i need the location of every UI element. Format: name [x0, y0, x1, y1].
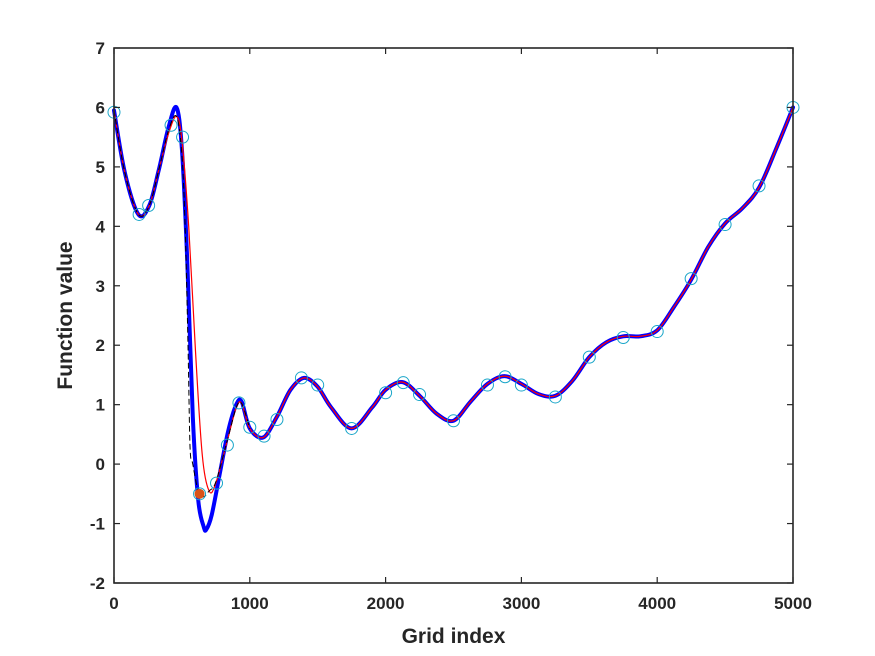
plot-area	[107, 100, 800, 533]
data-point-marker	[176, 130, 190, 144]
data-point-marker	[379, 386, 393, 400]
y-tick-label: 4	[96, 217, 106, 236]
data-point-marker	[142, 199, 156, 213]
y-tick-label: -1	[90, 515, 105, 534]
y-tick-label: -2	[90, 574, 105, 593]
y-axis-label: Function value	[54, 241, 77, 389]
data-point-marker	[447, 414, 460, 428]
dashed-black-series-line	[113, 109, 251, 498]
data-point-marker	[650, 325, 664, 339]
data-point-marker	[220, 438, 234, 452]
data-point-marker	[718, 218, 732, 232]
data-point-marker	[270, 413, 284, 427]
data-point-marker	[257, 429, 271, 443]
x-tick-label: 3000	[502, 594, 540, 613]
x-axis-label: Grid index	[402, 625, 506, 648]
y-tick-label: 1	[96, 396, 105, 415]
data-point-marker	[548, 390, 562, 404]
data-point-marker	[752, 179, 766, 193]
data-point-marker	[616, 330, 630, 344]
data-point-marker	[210, 476, 224, 490]
data-point-marker	[294, 371, 308, 385]
y-tick-label: 5	[96, 158, 105, 177]
data-point-marker	[132, 207, 146, 221]
data-point-marker	[480, 378, 494, 392]
x-tick-label: 0	[109, 594, 118, 613]
x-tick-label: 5000	[774, 594, 812, 613]
data-point-marker	[582, 350, 596, 364]
data-point-marker	[243, 420, 257, 434]
data-point-marker	[413, 388, 427, 402]
data-point-marker	[498, 370, 512, 384]
data-point-marker	[514, 378, 528, 392]
highlighted-point	[194, 488, 205, 499]
y-tick-label: 0	[96, 455, 105, 474]
y-tick-label: 2	[96, 336, 105, 355]
data-point-marker	[164, 118, 178, 132]
data-point-marker	[232, 396, 246, 410]
data-point-marker	[684, 272, 698, 286]
x-tick-label: 1000	[231, 594, 269, 613]
tick-labels: 0 1000 2000 3000 4000 5000 -2 -1 0 1 2 3 4 5 6 7	[90, 39, 812, 613]
y-tick-label: 7	[96, 39, 105, 58]
thin-red-series-line	[113, 106, 794, 494]
data-point-marker	[311, 378, 325, 392]
y-tick-label: 3	[96, 277, 105, 296]
axes-box	[113, 47, 794, 584]
x-tick-label: 4000	[638, 594, 676, 613]
data-point-marker	[345, 421, 359, 435]
y-tick-label: 6	[96, 98, 105, 117]
data-point-marker	[193, 487, 207, 501]
data-point-marker	[396, 376, 410, 390]
x-tick-label: 2000	[367, 594, 405, 613]
